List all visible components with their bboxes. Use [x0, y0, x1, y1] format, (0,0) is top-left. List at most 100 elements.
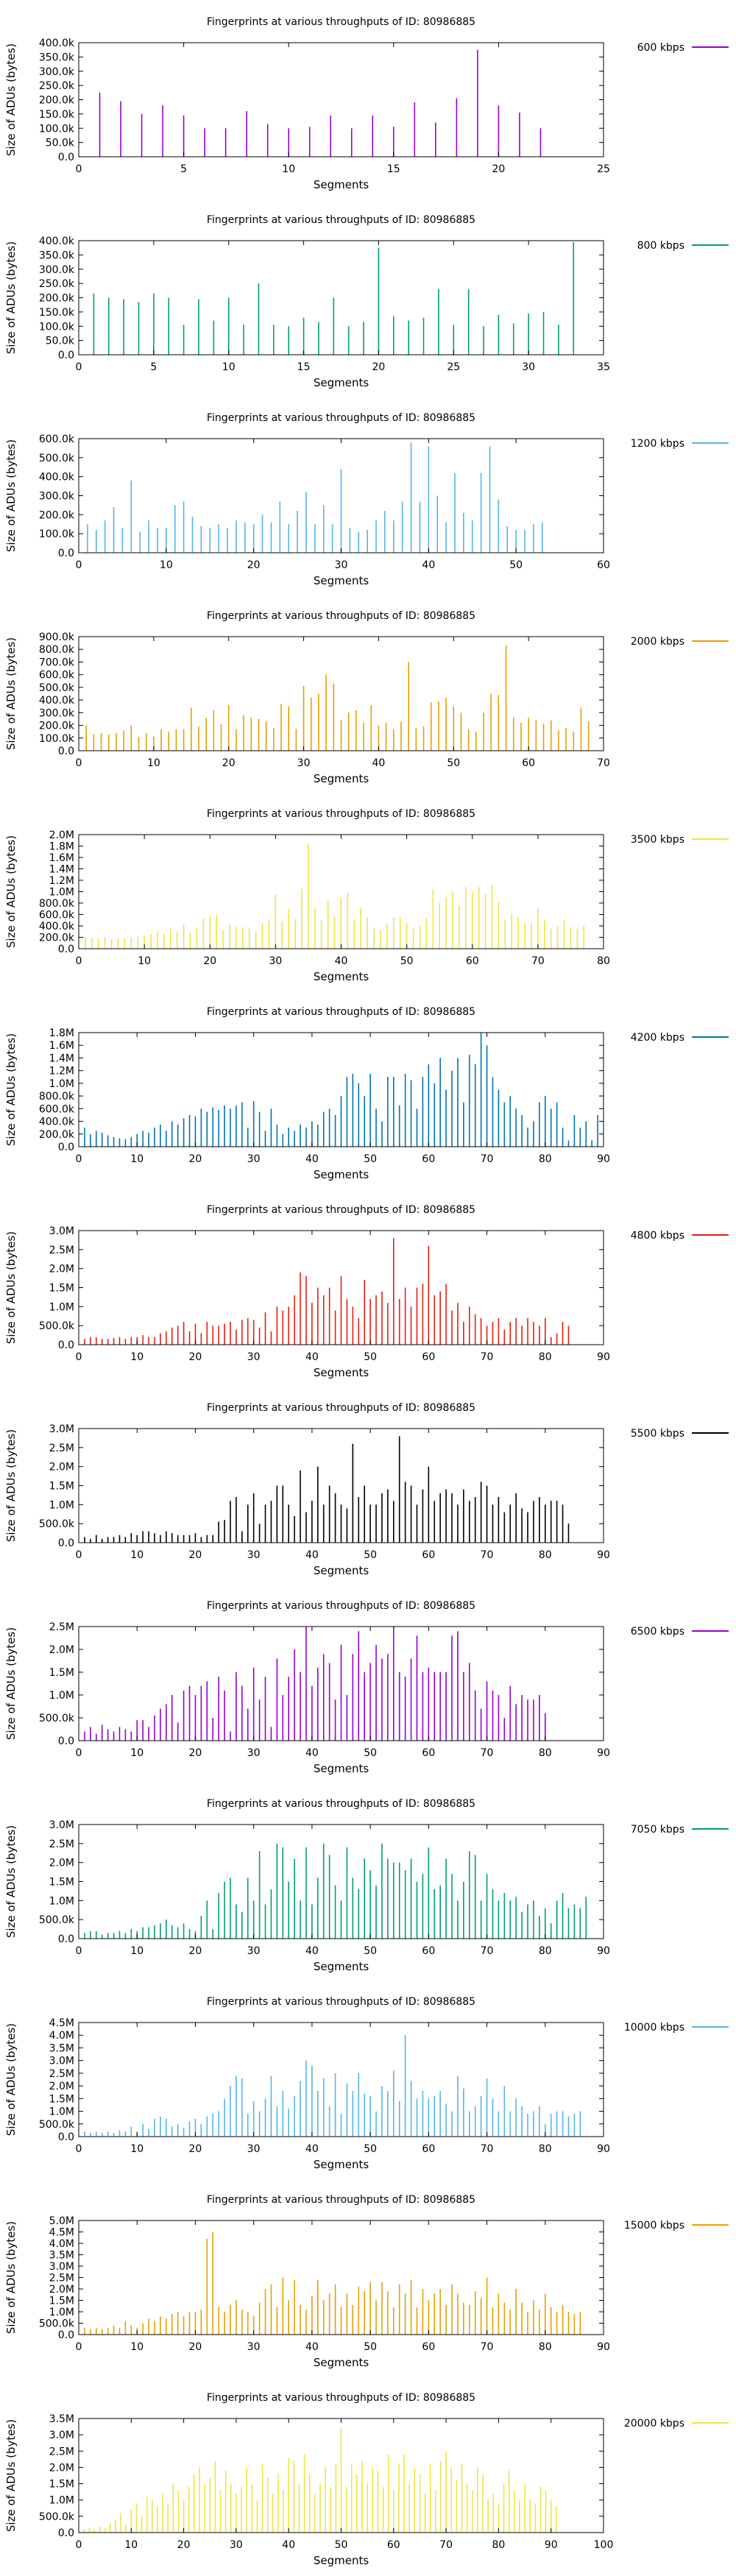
y-tick-label: 500.0k	[39, 1914, 75, 1926]
y-tick-label: 2.0M	[49, 1264, 74, 1275]
chart-title: Fingerprints at various throughputs of I…	[207, 1006, 475, 1018]
y-tick-label: 2.5M	[49, 1839, 74, 1850]
y-tick-label: 1.5M	[49, 1481, 74, 1493]
x-tick-label: 30	[247, 1153, 261, 1165]
y-tick-label: 500.0k	[39, 2511, 75, 2523]
chart-svg: Fingerprints at various throughputs of I…	[4, 2194, 729, 2369]
x-tick-label: 90	[597, 1747, 610, 1759]
x-tick-label: 80	[539, 1945, 552, 1957]
chart-title: Fingerprints at various throughputs of I…	[207, 2392, 475, 2404]
x-tick-label: 10	[130, 1153, 144, 1165]
y-tick-label: 5.0M	[49, 2215, 74, 2227]
x-tick-label: 80	[539, 1549, 552, 1561]
x-tick-label: 10	[130, 1351, 144, 1363]
y-tick-label: 2.5M	[49, 2273, 74, 2285]
x-tick-label: 20	[177, 2539, 191, 2551]
legend-label: 800 kbps	[637, 240, 684, 252]
plot-frame	[78, 42, 604, 158]
y-tick-label: 500.0k	[39, 682, 75, 694]
y-axis-label: Size of ADUs (bytes)	[4, 1825, 18, 1938]
y-tick-label: 0.0	[58, 2527, 74, 2539]
x-tick-label: 20	[247, 559, 261, 571]
x-tick-label: 50	[364, 2341, 377, 2353]
x-tick-label: 5	[180, 163, 187, 175]
y-tick-label: 500.0k	[39, 453, 75, 464]
legend-label: 600 kbps	[637, 42, 684, 54]
x-tick-label: 90	[597, 2143, 610, 2155]
legend-label: 15000 kbps	[624, 2220, 684, 2232]
y-tick-label: 300.0k	[39, 707, 75, 719]
x-tick-label: 0	[76, 1351, 82, 1363]
chart-panel: Fingerprints at various throughputs of I…	[0, 1980, 736, 2178]
x-tick-label: 0	[76, 2539, 82, 2551]
y-tick-label: 150.0k	[39, 109, 75, 121]
y-tick-label: 700.0k	[39, 657, 75, 668]
y-tick-label: 1.5M	[49, 2479, 74, 2491]
plot-frame	[78, 240, 604, 355]
x-tick-label: 50	[364, 1945, 377, 1957]
chart-panel: Fingerprints at various throughputs of I…	[0, 0, 736, 198]
x-tick-label: 80	[539, 2341, 552, 2353]
y-tick-label: 1.0M	[49, 2495, 74, 2507]
x-axis-label: Segments	[314, 2554, 369, 2567]
chart-panel: Fingerprints at various throughputs of I…	[0, 198, 736, 396]
plot-frame	[78, 2022, 604, 2137]
y-tick-label: 400.0k	[39, 38, 75, 49]
y-tick-label: 1.0M	[49, 2307, 74, 2318]
chart-panel: Fingerprints at various throughputs of I…	[0, 2178, 736, 2376]
x-tick-label: 30	[522, 361, 535, 373]
chart-panel: Fingerprints at various throughputs of I…	[0, 1782, 736, 1980]
x-tick-label: 0	[76, 757, 82, 769]
x-axis-label: Segments	[314, 2356, 369, 2369]
y-axis-label: Size of ADUs (bytes)	[4, 1231, 18, 1344]
legend-label: 20000 kbps	[624, 2418, 684, 2430]
x-tick-label: 10	[130, 1945, 144, 1957]
y-tick-label: 350.0k	[39, 52, 75, 63]
y-tick-label: 3.0M	[49, 1423, 74, 1435]
x-tick-label: 10	[130, 1549, 144, 1561]
y-tick-label: 100.0k	[39, 321, 75, 333]
x-tick-label: 0	[76, 2341, 82, 2353]
y-tick-label: 2.5M	[49, 1621, 74, 1633]
legend-label: 5500 kbps	[631, 1428, 684, 1440]
y-tick-label: 0.0	[58, 1933, 74, 1945]
y-tick-label: 1.5M	[49, 1667, 74, 1679]
y-tick-label: 1.4M	[49, 1052, 74, 1064]
chart-title: Fingerprints at various throughputs of I…	[207, 2194, 475, 2206]
x-tick-label: 5	[150, 361, 157, 373]
plot-frame	[78, 1032, 604, 1147]
y-tick-label: 3.0M	[49, 2430, 74, 2441]
x-tick-label: 80	[539, 2143, 552, 2155]
y-tick-label: 200.0k	[39, 933, 75, 944]
y-tick-label: 150.0k	[39, 307, 75, 319]
y-tick-label: 250.0k	[39, 278, 75, 290]
x-tick-label: 80	[597, 955, 610, 967]
x-axis-label: Segments	[314, 1762, 369, 1775]
y-tick-label: 3.5M	[49, 2042, 74, 2054]
x-tick-label: 0	[76, 955, 82, 967]
x-tick-label: 10	[222, 361, 236, 373]
y-tick-label: 400.0k	[39, 472, 75, 484]
chart-title: Fingerprints at various throughputs of I…	[207, 1600, 475, 1612]
y-tick-label: 400.0k	[39, 1117, 75, 1128]
x-tick-label: 40	[305, 1153, 319, 1165]
chart-title: Fingerprints at various throughputs of I…	[207, 214, 475, 226]
x-tick-label: 40	[282, 2539, 295, 2551]
x-tick-label: 50	[364, 1153, 377, 1165]
x-tick-label: 90	[597, 1549, 610, 1561]
y-tick-label: 600.0k	[39, 910, 75, 921]
x-tick-label: 40	[305, 2341, 319, 2353]
y-tick-label: 1.4M	[49, 864, 74, 876]
x-tick-label: 30	[269, 955, 282, 967]
legend-label: 10000 kbps	[624, 2022, 684, 2034]
y-axis-label: Size of ADUs (bytes)	[4, 439, 18, 552]
x-tick-label: 80	[539, 1351, 552, 1363]
y-tick-label: 0.0	[58, 1142, 74, 1153]
y-tick-label: 2.0M	[49, 2462, 74, 2474]
y-tick-label: 500.0k	[39, 1518, 75, 1530]
x-axis-label: Segments	[314, 772, 369, 785]
plot-frame	[78, 1626, 604, 1741]
x-tick-label: 20	[189, 2143, 202, 2155]
y-axis-label: Size of ADUs (bytes)	[4, 1429, 18, 1542]
x-tick-label: 70	[481, 1549, 494, 1561]
